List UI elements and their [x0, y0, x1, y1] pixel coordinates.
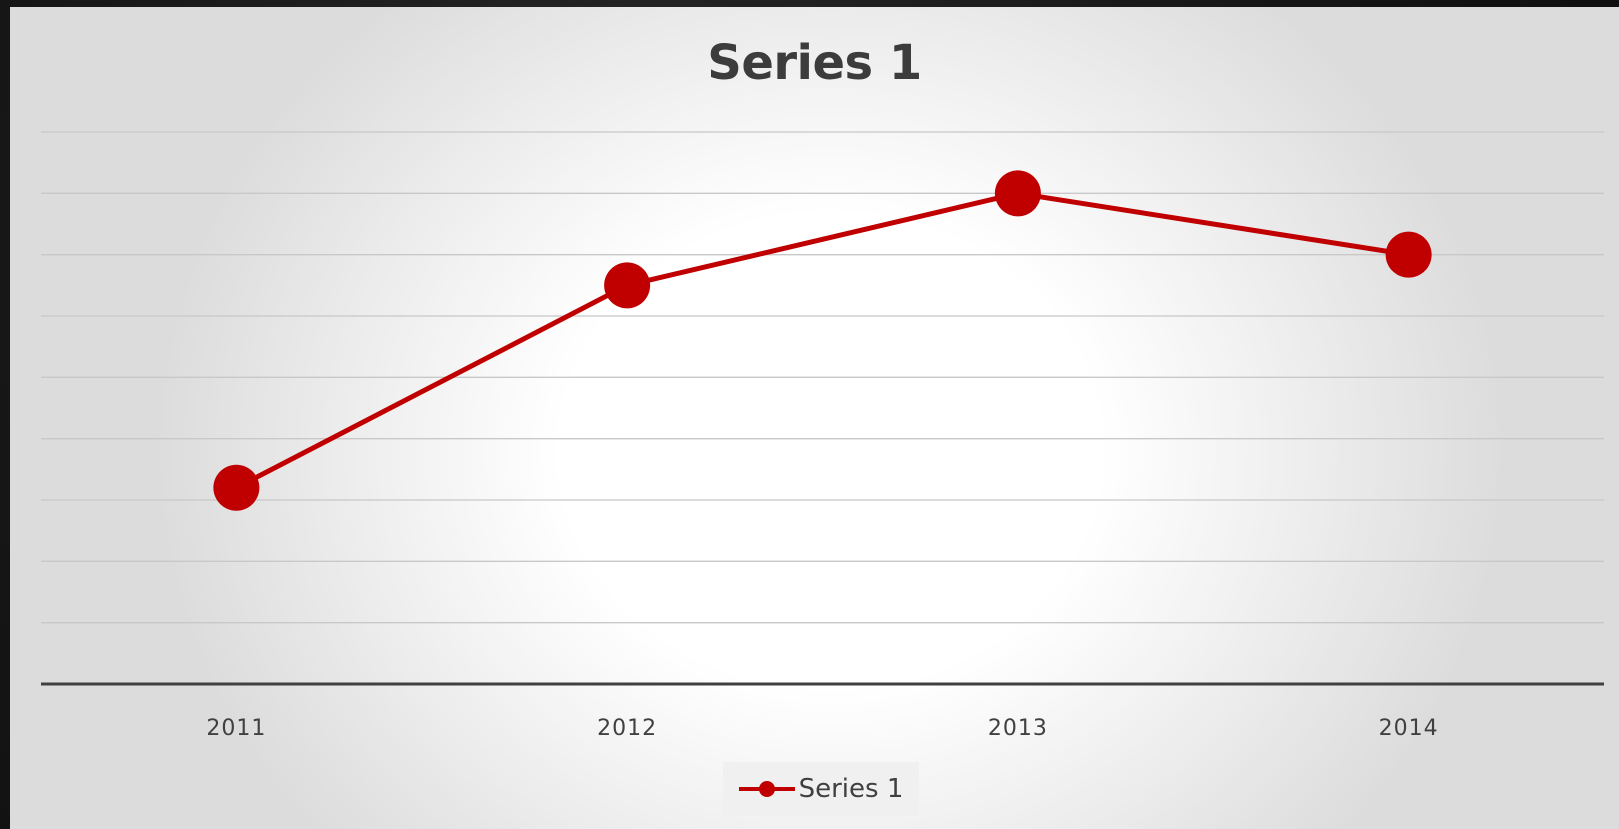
data-point-marker [604, 262, 651, 309]
data-point-marker [994, 170, 1041, 217]
x-tick-label: 2014 [1379, 716, 1439, 741]
series-1-group [213, 170, 1432, 511]
legend: Series 1 [723, 762, 919, 816]
x-axis-ticks: 2011 2012 2013 2014 [206, 716, 1439, 741]
gridlines [41, 131, 1604, 624]
data-point-marker [1385, 231, 1432, 278]
x-tick-label: 2011 [206, 716, 266, 741]
chart-area: Series 1 2011 2012 2013 2014 Series 1 [10, 7, 1619, 829]
chart-title: Series 1 [707, 35, 922, 91]
x-tick-label: 2012 [597, 716, 657, 741]
data-point-marker [213, 464, 260, 511]
x-tick-label: 2013 [988, 716, 1048, 741]
legend-label: Series 1 [798, 774, 904, 804]
legend-marker-icon [738, 781, 795, 797]
chart-plot: 2011 2012 2013 2014 [41, 131, 1604, 741]
series-line [235, 190, 1410, 490]
